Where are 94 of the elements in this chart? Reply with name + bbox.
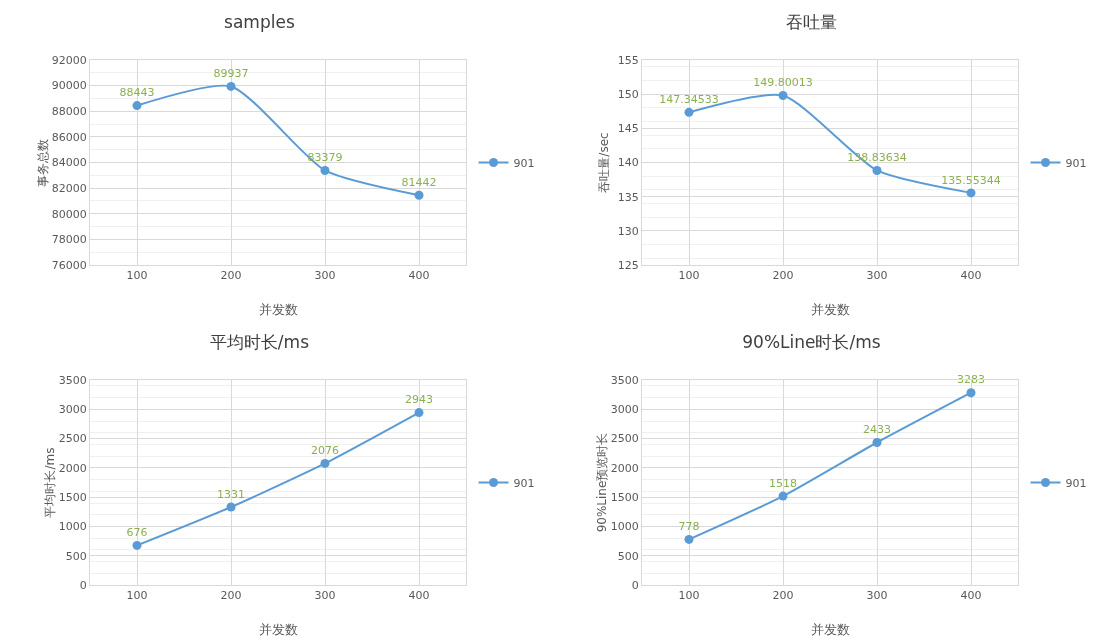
data-label: 1518	[769, 476, 797, 490]
chart-title: 平均时长/ms	[209, 331, 310, 352]
y-tick-label: 90000	[51, 79, 87, 93]
data-label: 81442	[401, 175, 437, 189]
x-tick-label: 300	[866, 269, 888, 283]
x-tick-label: 400	[408, 269, 430, 283]
data-label: 147.34533	[659, 92, 719, 106]
point	[226, 502, 236, 512]
point	[132, 540, 142, 550]
y-tick-label: 3000	[610, 403, 639, 417]
point	[320, 458, 330, 468]
x-tick-label: 200	[772, 589, 794, 603]
point	[414, 190, 424, 200]
y-tick-label: 155	[617, 53, 639, 67]
x-axis-title: 并发数	[258, 302, 298, 317]
y-tick-label: 84000	[51, 156, 87, 170]
y-tick-label: 3500	[58, 373, 87, 387]
data-label: 2433	[863, 423, 891, 437]
x-axis-title: 并发数	[810, 622, 850, 637]
x-axis-title: 并发数	[258, 622, 298, 637]
point	[684, 534, 694, 544]
y-tick-label: 82000	[51, 181, 87, 195]
point	[778, 491, 788, 501]
point	[226, 81, 236, 91]
data-label: 88443	[119, 86, 155, 100]
data-label: 1331	[217, 487, 245, 501]
x-tick-label: 400	[960, 589, 982, 603]
x-tick-label: 200	[220, 269, 242, 283]
point	[778, 91, 788, 101]
point	[684, 107, 694, 117]
y-tick-label: 78000	[51, 233, 87, 247]
point	[872, 438, 882, 447]
y-tick-label: 500	[65, 549, 87, 563]
y-tick-label: 125	[617, 258, 639, 272]
y-tick-label: 86000	[51, 130, 87, 144]
y-tick-label: 3500	[610, 373, 639, 387]
y-tick-label: 76000	[51, 258, 87, 272]
y-tick-label: 2500	[610, 432, 639, 446]
y-tick-label: 500	[617, 549, 639, 563]
point	[132, 101, 142, 111]
data-label: 676	[126, 526, 148, 540]
data-label: 149.80013	[753, 76, 813, 90]
y-axis-title: 90%Line预览时长	[594, 432, 609, 533]
x-tick-label: 100	[126, 589, 148, 603]
x-tick-label: 100	[678, 269, 700, 283]
x-axis-title: 并发数	[810, 302, 850, 317]
data-label: 2943	[405, 393, 433, 407]
y-tick-label: 80000	[51, 207, 87, 221]
data-label: 135.55344	[941, 173, 1001, 187]
x-tick-label: 400	[960, 269, 982, 283]
legend-label: 901	[513, 156, 535, 170]
point	[966, 188, 976, 198]
y-tick-label: 135	[617, 190, 639, 204]
y-tick-label: 145	[617, 122, 639, 136]
y-axis-title: 事务总数	[35, 138, 50, 187]
y-tick-label: 150	[617, 88, 639, 102]
x-tick-label: 200	[772, 269, 794, 283]
x-tick-label: 100	[126, 269, 148, 283]
legend-label: 901	[513, 476, 535, 490]
chart-title: samples	[224, 11, 295, 32]
x-tick-label: 400	[408, 589, 430, 603]
y-tick-label: 92000	[51, 53, 87, 67]
data-label: 89937	[213, 67, 249, 81]
y-tick-label: 130	[617, 224, 639, 238]
data-label: 2076	[311, 444, 339, 458]
y-tick-label: 1500	[610, 490, 639, 504]
x-tick-label: 300	[314, 269, 336, 283]
x-tick-label: 100	[678, 589, 700, 603]
chart-title: 吞吐量	[785, 11, 837, 32]
y-tick-label: 1500	[58, 490, 87, 504]
y-tick-label: 0	[631, 578, 639, 592]
point	[414, 408, 424, 418]
legend-label: 901	[1065, 476, 1087, 490]
y-axis-title: 吞吐量/sec	[597, 132, 611, 193]
legend-label: 901	[1065, 156, 1087, 170]
y-tick-label: 2000	[610, 461, 639, 475]
y-tick-label: 140	[617, 156, 639, 170]
x-tick-label: 300	[866, 589, 888, 603]
y-tick-label: 1000	[58, 520, 87, 534]
y-tick-label: 0	[79, 578, 87, 592]
y-tick-label: 3000	[58, 403, 87, 417]
point	[872, 165, 882, 175]
x-tick-label: 200	[220, 589, 242, 603]
y-tick-label: 1000	[610, 520, 639, 534]
x-tick-label: 300	[314, 589, 336, 603]
y-tick-label: 2500	[58, 432, 87, 446]
y-tick-label: 88000	[51, 105, 87, 119]
point	[966, 388, 976, 398]
point	[320, 165, 330, 175]
y-axis-title: 平均时长/ms	[42, 447, 57, 518]
data-label: 778	[678, 520, 700, 534]
data-label: 83379	[307, 151, 343, 165]
y-tick-label: 2000	[58, 461, 87, 475]
chart-title: 90%Line时长/ms	[742, 331, 881, 352]
